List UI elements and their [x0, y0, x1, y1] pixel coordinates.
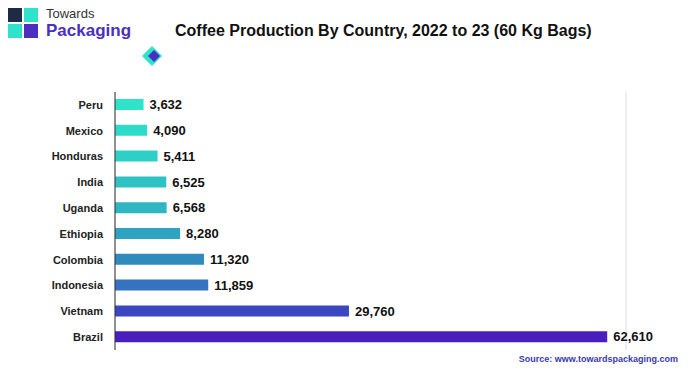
svg-text:India: India — [77, 176, 104, 188]
html-text:Coffee Production By Country,: Coffee Production By Country, 2022 to 23… — [175, 22, 592, 39]
svg-text:Colombia: Colombia — [53, 254, 104, 266]
svg-text:11,320: 11,320 — [210, 252, 249, 267]
html-text:Towards: Towards — [46, 6, 95, 21]
svg-text:6,525: 6,525 — [172, 175, 205, 190]
svg-text:Mexico: Mexico — [66, 125, 104, 137]
svg-text:29,760: 29,760 — [355, 304, 395, 319]
html-text:Packaging: Packaging — [46, 21, 131, 40]
svg-text:Vietnam: Vietnam — [60, 305, 103, 317]
svg-text:Brazil: Brazil — [73, 331, 103, 343]
svg-text:Indonesia: Indonesia — [52, 279, 104, 291]
svg-text:Honduras: Honduras — [52, 150, 103, 162]
svg-text:5,411: 5,411 — [164, 149, 196, 164]
svg-text:11,859: 11,859 — [214, 278, 253, 293]
html-text:Source: www.towardspackaging.c: Source: www.towardspackaging.com — [518, 354, 678, 364]
svg-text:Ethiopia: Ethiopia — [60, 228, 104, 240]
svg-text:3,632: 3,632 — [150, 97, 183, 112]
svg-text:8,280: 8,280 — [186, 226, 219, 241]
svg-text:6,568: 6,568 — [173, 200, 206, 215]
svg-text:62,610: 62,610 — [613, 329, 653, 344]
svg-text:Uganda: Uganda — [63, 202, 104, 214]
svg-text:Peru: Peru — [79, 99, 103, 111]
svg-text:4,090: 4,090 — [153, 123, 186, 138]
